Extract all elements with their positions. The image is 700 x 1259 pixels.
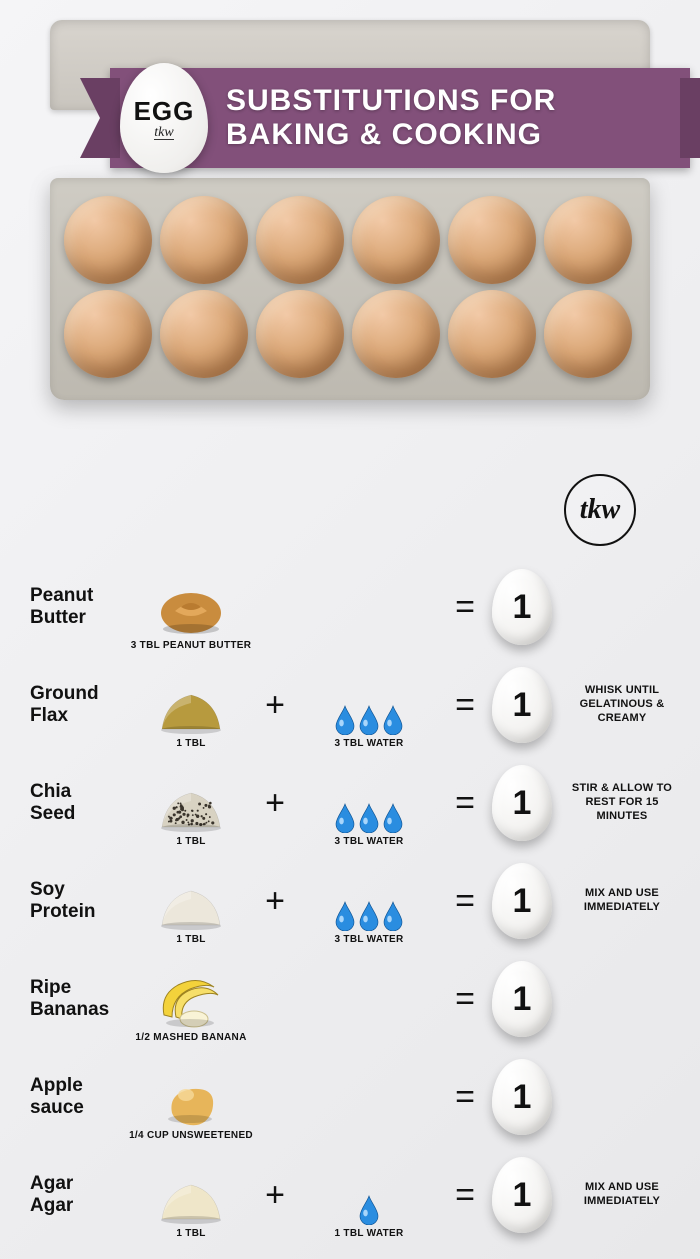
title-banner: EGG tkw SUBSTITUTIONS FORBAKING & COOKIN… — [80, 68, 700, 168]
primary-ingredient: 1 TBL — [126, 759, 256, 847]
agar-icon — [154, 1169, 228, 1225]
primary-ingredient: 3 TBL PEANUT BUTTER — [126, 563, 256, 651]
water-drops-icon — [332, 875, 406, 931]
substitution-row: AgarAgar 1 TBL+ 1 TBL WATER=1MIX AND USE… — [30, 1146, 670, 1244]
water-drops-icon — [332, 679, 406, 735]
water-ingredient — [294, 955, 444, 1043]
flax-icon — [154, 679, 228, 735]
water-amount-label: 3 TBL WATER — [334, 836, 403, 847]
primary-amount-label: 1/4 CUP UNSWEETENED — [129, 1130, 253, 1141]
carton-egg-icon — [448, 196, 536, 284]
primary-amount-label: 1 TBL — [176, 934, 205, 945]
result-egg-icon: 1 — [492, 961, 552, 1037]
banner-egg-sublabel: tkw — [154, 127, 173, 141]
primary-amount-label: 3 TBL PEANUT BUTTER — [131, 640, 252, 651]
equals-symbol: = — [448, 1078, 482, 1117]
result-egg-icon: 1 — [492, 667, 552, 743]
result-egg-icon: 1 — [492, 863, 552, 939]
equals-symbol: = — [448, 882, 482, 921]
plus-symbol: + — [260, 784, 290, 823]
equals-symbol: = — [448, 1176, 482, 1215]
ingredient-name: PeanutButter — [30, 585, 122, 629]
primary-amount-label: 1/2 MASHED BANANA — [135, 1032, 246, 1043]
result-egg-icon: 1 — [492, 569, 552, 645]
ingredient-name: RipeBananas — [30, 977, 122, 1021]
equals-symbol: = — [448, 784, 482, 823]
carton-egg-icon — [544, 196, 632, 284]
substitution-row: PeanutButter 3 TBL PEANUT BUTTER = 1 — [30, 558, 670, 656]
primary-amount-label: 1 TBL — [176, 1228, 205, 1239]
chia-icon — [154, 777, 228, 833]
primary-ingredient: 1 TBL — [126, 857, 256, 945]
equals-symbol: = — [448, 588, 482, 627]
water-amount-label: 3 TBL WATER — [334, 738, 403, 749]
water-amount-label: 1 TBL WATER — [334, 1228, 403, 1239]
brand-logo-badge: tkw — [564, 474, 636, 546]
primary-amount-label: 1 TBL — [176, 738, 205, 749]
primary-ingredient: 1/4 CUP UNSWEETENED — [126, 1053, 256, 1141]
water-ingredient — [294, 1053, 444, 1141]
water-drops-icon — [332, 777, 406, 833]
result-egg-icon: 1 — [492, 765, 552, 841]
carton-egg-icon — [160, 196, 248, 284]
instruction-note: WHISK UNTIL GELATINOUS & CREAMY — [562, 684, 682, 725]
carton-egg-icon — [256, 290, 344, 378]
result-egg-icon: 1 — [492, 1059, 552, 1135]
substitution-row: SoyProtein 1 TBL+ 3 TBL WATER=1MIX AND U… — [30, 852, 670, 950]
banana-icon — [154, 973, 228, 1029]
egg-carton: EGG tkw SUBSTITUTIONS FORBAKING & COOKIN… — [50, 20, 650, 400]
primary-ingredient: 1 TBL — [126, 661, 256, 749]
ingredient-name: AgarAgar — [30, 1173, 122, 1217]
equals-symbol: = — [448, 980, 482, 1019]
result-egg-icon: 1 — [492, 1157, 552, 1233]
carton-egg-grid — [64, 196, 636, 378]
instruction-note: STIR & ALLOW TO REST FOR 15 MINUTES — [562, 782, 682, 823]
water-amount-label: 3 TBL WATER — [334, 934, 403, 945]
carton-egg-icon — [64, 290, 152, 378]
substitution-row: Applesauce 1/4 CUP UNSWEETENED = 1 — [30, 1048, 670, 1146]
plus-symbol: + — [260, 882, 290, 921]
ingredient-name: SoyProtein — [30, 879, 122, 923]
water-ingredient: 1 TBL WATER — [294, 1151, 444, 1239]
water-ingredient — [294, 563, 444, 651]
carton-egg-icon — [352, 196, 440, 284]
carton-egg-icon — [544, 290, 632, 378]
primary-amount-label: 1 TBL — [176, 836, 205, 847]
primary-ingredient: 1/2 MASHED BANANA — [126, 955, 256, 1043]
carton-egg-icon — [352, 290, 440, 378]
substitution-list: PeanutButter 3 TBL PEANUT BUTTER = 1 Ground… — [30, 558, 670, 1244]
soy-icon — [154, 875, 228, 931]
substitution-row: RipeBananas 1/2 MASHED BANANA = 1 — [30, 950, 670, 1048]
carton-egg-icon — [448, 290, 536, 378]
banner-egg-label: EGG — [134, 96, 195, 127]
ingredient-name: GroundFlax — [30, 683, 122, 727]
instruction-note: MIX AND USE IMMEDIATELY — [562, 887, 682, 915]
substitution-row: ChiaSeed 1 TBL+ 3 TBL WATER=1STIR & ALLO… — [30, 754, 670, 852]
peanut-butter-icon — [154, 581, 228, 637]
equals-symbol: = — [448, 686, 482, 725]
water-ingredient: 3 TBL WATER — [294, 661, 444, 749]
substitution-row: GroundFlax 1 TBL+ 3 TBL WATER=1WHISK UNT… — [30, 656, 670, 754]
primary-ingredient: 1 TBL — [126, 1151, 256, 1239]
page-title: SUBSTITUTIONS FORBAKING & COOKING — [226, 84, 556, 153]
carton-egg-icon — [64, 196, 152, 284]
ingredient-name: Applesauce — [30, 1075, 122, 1119]
carton-egg-icon — [160, 290, 248, 378]
plus-symbol: + — [260, 686, 290, 725]
carton-base — [50, 178, 650, 400]
plus-symbol: + — [260, 1176, 290, 1215]
water-ingredient: 3 TBL WATER — [294, 857, 444, 945]
applesauce-icon — [154, 1071, 228, 1127]
water-drops-icon — [332, 1169, 406, 1225]
water-ingredient: 3 TBL WATER — [294, 759, 444, 847]
instruction-note: MIX AND USE IMMEDIATELY — [562, 1181, 682, 1209]
carton-egg-icon — [256, 196, 344, 284]
ingredient-name: ChiaSeed — [30, 781, 122, 825]
